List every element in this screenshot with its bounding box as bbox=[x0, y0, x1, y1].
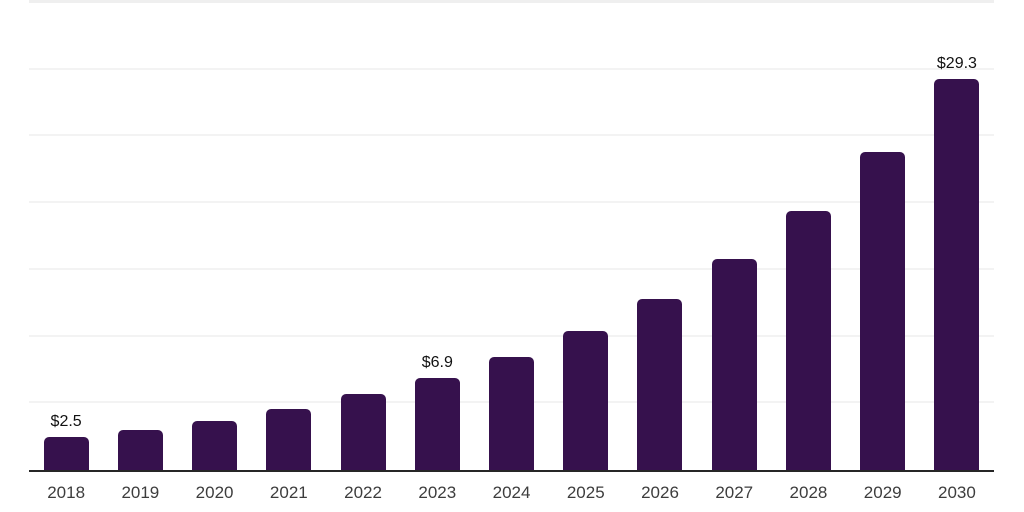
bar-2019 bbox=[117, 430, 163, 470]
x-tick-2024: 2024 bbox=[492, 483, 531, 502]
bar-2025 bbox=[563, 331, 609, 470]
gridline-25 bbox=[29, 134, 994, 137]
gridline-20 bbox=[29, 201, 994, 204]
bar-2018 bbox=[43, 437, 89, 470]
bar-column-2027 bbox=[697, 259, 771, 470]
bar-2023 bbox=[414, 378, 460, 470]
x-tick-2021: 2021 bbox=[269, 483, 308, 502]
gridline-10 bbox=[29, 334, 994, 337]
bar-column-2019 bbox=[103, 430, 177, 470]
bar-2020 bbox=[192, 421, 238, 470]
gridline-35 bbox=[29, 0, 994, 3]
bar-2022 bbox=[340, 394, 386, 470]
x-tick-2020: 2020 bbox=[195, 483, 234, 502]
bar-column-2023: $6.9 bbox=[400, 354, 474, 470]
x-tick-2030: 2030 bbox=[938, 483, 976, 502]
x-tick-2018: 2018 bbox=[47, 483, 86, 502]
bar-column-2028 bbox=[771, 211, 845, 470]
bar-column-2026 bbox=[623, 299, 697, 470]
plot-area: $2.5 $6.9 $29.3 bbox=[29, 0, 994, 472]
bar-2024 bbox=[489, 357, 535, 470]
value-label-2018: $2.5 bbox=[50, 413, 82, 430]
bar-column-2029 bbox=[846, 152, 920, 470]
x-tick-2025: 2025 bbox=[566, 483, 605, 502]
value-label-2023: $6.9 bbox=[421, 354, 453, 371]
bar-2027 bbox=[711, 259, 757, 470]
x-tick-2028: 2028 bbox=[789, 483, 828, 502]
bar-2029 bbox=[860, 152, 906, 470]
bar-column-2021 bbox=[252, 409, 326, 470]
x-tick-2026: 2026 bbox=[641, 483, 679, 502]
bar-2028 bbox=[785, 211, 831, 470]
bar-column-2024 bbox=[474, 357, 548, 470]
bar-2021 bbox=[266, 409, 312, 470]
bars-row: $2.5 $6.9 $29.3 bbox=[29, 3, 994, 470]
bar-column-2030: $29.3 bbox=[920, 55, 994, 470]
bar-column-2022 bbox=[326, 394, 400, 470]
x-tick-2019: 2019 bbox=[121, 483, 160, 502]
x-tick-2022: 2022 bbox=[344, 483, 382, 502]
bar-column-2018: $2.5 bbox=[29, 413, 103, 470]
bar-column-2025 bbox=[549, 331, 623, 470]
x-tick-2029: 2029 bbox=[863, 483, 902, 502]
x-tick-2023: 2023 bbox=[418, 483, 457, 502]
x-axis-labels: 2018 2019 2020 2021 2022 2023 2024 2025 2026 2027… bbox=[29, 483, 994, 503]
value-label-2030: $29.3 bbox=[936, 55, 977, 72]
gridline-30 bbox=[29, 67, 994, 70]
bar-column-2020 bbox=[177, 421, 251, 470]
x-tick-2027: 2027 bbox=[715, 483, 754, 502]
bar-2026 bbox=[637, 299, 683, 470]
bar-2030 bbox=[934, 79, 980, 470]
gridline-15 bbox=[29, 267, 994, 270]
